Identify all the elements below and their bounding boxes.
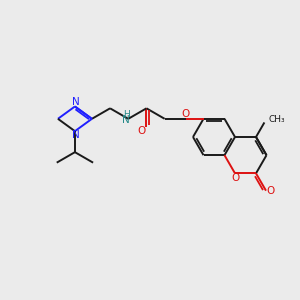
Text: O: O [267, 186, 275, 196]
Text: N: N [72, 98, 80, 107]
Text: H: H [123, 110, 130, 119]
Text: N: N [122, 115, 130, 125]
Text: CH₃: CH₃ [268, 115, 285, 124]
Text: O: O [182, 109, 190, 119]
Text: N: N [72, 130, 80, 140]
Text: O: O [232, 173, 240, 183]
Text: O: O [137, 126, 146, 136]
